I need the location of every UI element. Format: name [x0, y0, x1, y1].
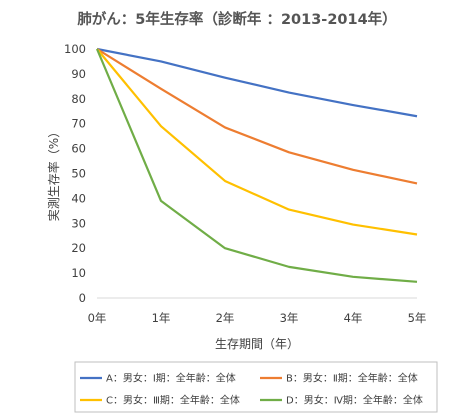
legend-box: [74, 361, 438, 413]
legend-label: C：男女：Ⅲ期：全年齢：全体: [106, 394, 240, 407]
y-tick-label: 20: [71, 241, 86, 255]
chart-title: 肺がん：5年生存率（診断年 ：2013-2014年）: [77, 10, 396, 28]
legend-label: D：男女：Ⅳ期：全年齢：全体: [286, 394, 423, 407]
y-tick-label: 90: [71, 67, 86, 81]
y-tick-label: 10: [71, 266, 86, 280]
x-tick-label: 3年: [280, 311, 299, 325]
series-line-1: [96, 47, 418, 118]
y-tick-label: 50: [71, 167, 86, 181]
series-lines: [95, 47, 418, 283]
y-tick-label: 100: [64, 42, 86, 56]
y-tick-label: 40: [71, 191, 86, 205]
x-axis-label: 生存期間（年）: [215, 337, 299, 351]
y-axis-label: 実測生存率（%）: [46, 126, 61, 221]
series-line-4: [95, 48, 418, 283]
x-tick-label: 4年: [344, 311, 363, 325]
legend-label: B：男女：Ⅱ期：全年齢：全体: [286, 372, 418, 385]
y-tick-label: 0: [79, 291, 86, 305]
y-tick-label: 80: [71, 92, 86, 106]
x-tick-label: 0年: [88, 311, 107, 325]
y-tick-label: 30: [71, 216, 86, 230]
legend-label: A：男女：Ⅰ期：全年齢：全体: [106, 372, 236, 385]
legend: A：男女：Ⅰ期：全年齢：全体 B：男女：Ⅱ期：全年齢：全体 C：男女：Ⅲ期：全年齢：…: [80, 372, 423, 407]
series-line-2: [96, 48, 418, 185]
series-line-3: [96, 48, 418, 236]
x-axis-ticks: 0年 1年 2年 3年 4年 5年: [88, 311, 427, 325]
y-axis-ticks: 0 10 20 30 40 50 60 70 80 90 100: [64, 42, 86, 305]
y-tick-label: 70: [71, 117, 86, 131]
x-tick-label: 1年: [152, 311, 171, 325]
y-tick-label: 60: [71, 142, 86, 156]
x-tick-label: 2年: [216, 311, 235, 325]
x-tick-label: 5年: [408, 311, 427, 325]
